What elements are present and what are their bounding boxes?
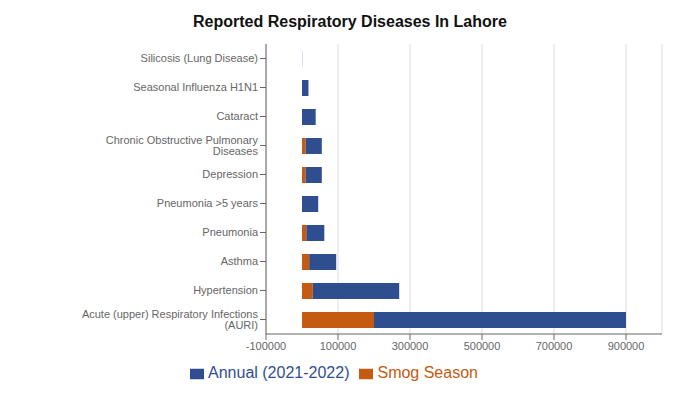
- svg-text:300000: 300000: [392, 340, 429, 352]
- svg-text:Pneumonia: Pneumonia: [202, 226, 259, 238]
- svg-text:Silicosis (Lung Disease): Silicosis (Lung Disease): [141, 52, 258, 64]
- svg-text:Depression: Depression: [202, 168, 258, 180]
- svg-text:Acute (upper) Respiratory Infe: Acute (upper) Respiratory Infections(AUR…: [82, 308, 259, 331]
- svg-text:Seasonal Influenza H1N1: Seasonal Influenza H1N1: [133, 81, 258, 93]
- svg-text:100000: 100000: [320, 340, 357, 352]
- svg-text:-100000: -100000: [246, 340, 286, 352]
- svg-text:700000: 700000: [536, 340, 573, 352]
- svg-text:Hypertension: Hypertension: [193, 284, 258, 296]
- svg-text:Pneumonia >5 years: Pneumonia >5 years: [157, 197, 259, 209]
- svg-text:Chronic Obstructive PulmonaryD: Chronic Obstructive PulmonaryDiseases: [106, 134, 259, 157]
- html-text:Smog Season: Smog Season: [377, 364, 478, 381]
- svg-text:500000: 500000: [464, 340, 501, 352]
- svg-text:900000: 900000: [608, 340, 645, 352]
- html-text:Annual (2021-2022): Annual (2021-2022): [208, 364, 350, 381]
- html-text:Reported Respiratory Diseases: Reported Respiratory Diseases In Lahore: [193, 13, 507, 30]
- svg-text:Cataract: Cataract: [216, 110, 258, 122]
- svg-text:Asthma: Asthma: [221, 255, 259, 267]
